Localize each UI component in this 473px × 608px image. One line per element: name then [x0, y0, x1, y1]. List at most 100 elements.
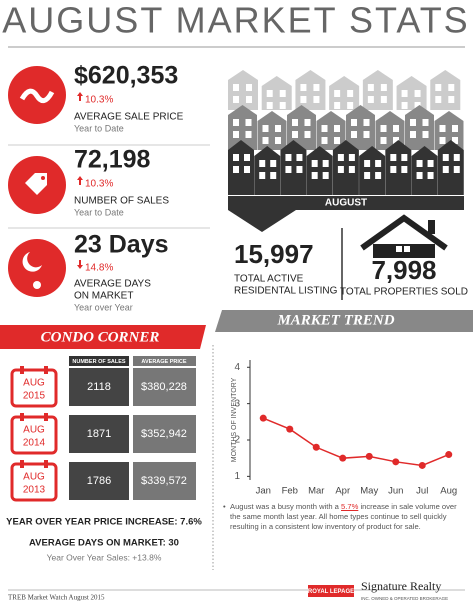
source: TREB Market Watch August 2015	[8, 594, 105, 602]
window	[363, 119, 370, 126]
window	[375, 160, 382, 167]
trend-banner	[215, 310, 473, 332]
house	[329, 76, 360, 110]
days-on-market: AVERAGE DAYS ON MARKET: 30	[29, 538, 179, 549]
window	[300, 84, 307, 91]
window	[233, 131, 239, 138]
window	[448, 84, 455, 91]
window	[259, 172, 266, 179]
calendar	[10, 368, 58, 408]
stat-change: 10.3%	[85, 95, 113, 106]
window	[439, 125, 446, 132]
window	[233, 154, 239, 161]
listings-label: TOTAL ACTIVE	[234, 274, 304, 285]
window	[348, 154, 355, 161]
window	[380, 137, 387, 144]
window	[334, 125, 340, 132]
stat-label: AVERAGE DAYS	[74, 279, 151, 290]
window	[448, 96, 455, 103]
cell	[133, 462, 196, 500]
window	[453, 166, 460, 173]
window	[351, 131, 357, 138]
window	[401, 102, 408, 109]
stat-change: 14.8%	[85, 263, 113, 274]
window	[245, 119, 252, 126]
point	[339, 454, 347, 462]
house	[228, 70, 258, 110]
calendar	[10, 462, 58, 502]
window	[435, 96, 442, 103]
point	[418, 461, 426, 469]
house-icon	[360, 214, 448, 258]
stat-icons	[8, 66, 66, 297]
calendar-year: 2013	[23, 485, 46, 496]
stat-label: AVERAGE SALE PRICE	[74, 112, 184, 123]
point	[365, 452, 373, 460]
banner-band	[228, 196, 464, 210]
window	[416, 172, 423, 179]
window	[380, 125, 387, 132]
window	[246, 96, 252, 103]
window	[311, 172, 318, 179]
point	[445, 451, 453, 459]
point	[259, 414, 267, 422]
window	[259, 160, 266, 167]
cell	[69, 462, 129, 500]
house	[228, 140, 254, 195]
calendar-ring	[44, 366, 48, 374]
window	[292, 119, 298, 126]
cell	[69, 368, 129, 406]
brand: ROYAL LEPAGE	[308, 589, 354, 595]
x-tick-label: Jun	[388, 486, 403, 497]
line-chart: MONTHS OF INVENTORY 1 2 3 4 Jan Feb Mar Apr May Ju…	[231, 360, 457, 497]
house	[287, 105, 316, 150]
line	[262, 417, 450, 467]
house	[385, 140, 412, 195]
window	[292, 131, 298, 138]
stat-change: 10.3%	[85, 179, 113, 190]
window	[275, 125, 281, 132]
title: AUGUST MARKET STATS	[2, 0, 469, 41]
window	[401, 154, 408, 161]
price-value: $339,572	[141, 475, 187, 487]
window	[262, 137, 269, 144]
window	[452, 137, 458, 144]
window	[401, 90, 408, 97]
calendar-ring	[44, 460, 48, 468]
window	[233, 84, 239, 91]
stat-sub: Year to Date	[74, 123, 124, 133]
window	[375, 172, 382, 179]
window	[442, 154, 449, 161]
window	[390, 154, 397, 161]
window	[245, 131, 252, 138]
window	[442, 166, 449, 173]
house	[396, 76, 427, 110]
calendar	[10, 415, 58, 455]
window	[300, 96, 307, 103]
banner-arrow	[228, 210, 296, 232]
house	[346, 105, 375, 150]
window	[393, 125, 399, 132]
x-tick-label: Apr	[335, 486, 350, 497]
banner-text: AUGUST	[325, 198, 367, 209]
window	[321, 125, 328, 132]
house	[261, 76, 292, 110]
window	[313, 96, 320, 103]
window	[427, 172, 434, 179]
stat-label: ON MARKET	[74, 291, 133, 302]
window	[414, 90, 421, 97]
window	[367, 84, 374, 91]
window	[275, 137, 281, 144]
window	[270, 172, 277, 179]
house	[306, 146, 333, 195]
window	[233, 96, 239, 103]
sold-value: 7,998	[371, 255, 436, 285]
stat-value: 23 Days	[74, 231, 169, 259]
window	[313, 84, 320, 91]
x-tick-label: Aug	[440, 486, 457, 497]
house	[257, 111, 287, 150]
window	[244, 154, 250, 161]
window	[380, 84, 387, 91]
company: Signature Realty	[361, 579, 441, 593]
